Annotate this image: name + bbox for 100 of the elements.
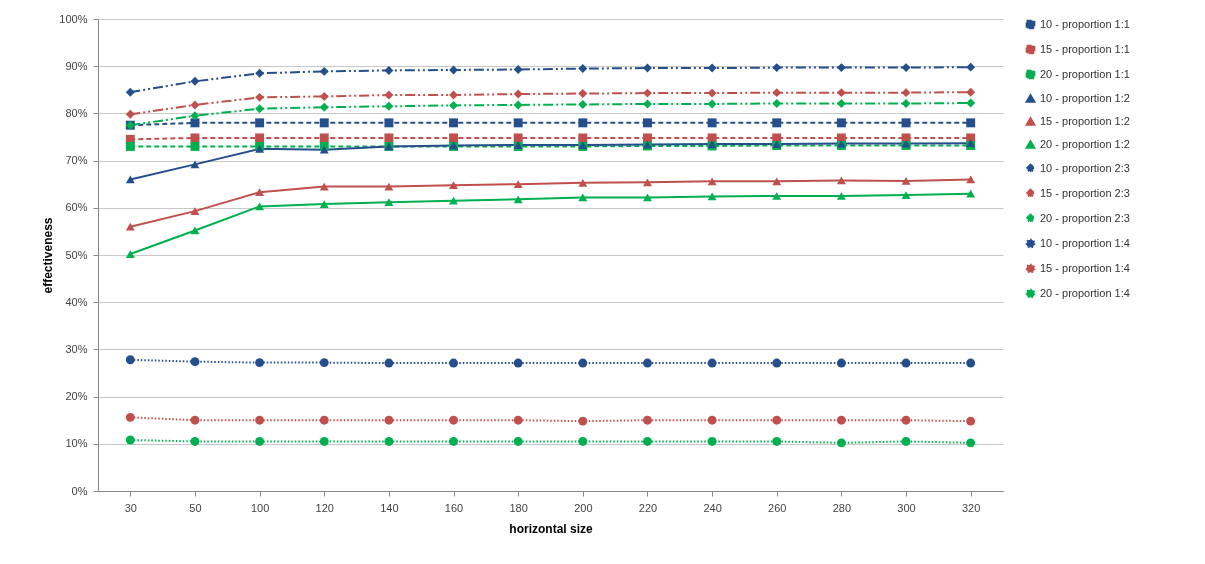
point — [642, 415, 652, 425]
point — [642, 193, 652, 202]
point — [319, 200, 329, 208]
x-tick-label: 120 — [315, 501, 334, 514]
legend-label: 20 - proportion 1:4 — [1040, 286, 1130, 299]
point — [125, 250, 135, 258]
point — [578, 193, 588, 202]
point — [578, 178, 588, 187]
point — [125, 412, 135, 422]
point — [901, 436, 911, 446]
point — [966, 118, 976, 128]
x-axis-title: horizontal size — [509, 521, 593, 536]
point — [384, 436, 394, 446]
point — [125, 109, 135, 119]
point — [513, 118, 523, 128]
point — [901, 358, 911, 368]
point — [578, 358, 588, 368]
point — [125, 87, 135, 97]
point — [384, 90, 394, 100]
point — [384, 198, 394, 207]
point — [125, 355, 135, 365]
x-tick-label: 200 — [574, 501, 593, 514]
y-tick-label: 70% — [65, 154, 88, 167]
point — [578, 416, 588, 426]
point — [642, 118, 652, 128]
point — [384, 65, 394, 75]
point — [513, 358, 523, 368]
point — [578, 436, 588, 446]
legend-label: 20 - proportion 1:1 — [1040, 67, 1130, 80]
point — [190, 415, 200, 425]
point — [319, 436, 329, 446]
point — [190, 436, 200, 446]
point — [578, 64, 588, 74]
legend-label: 20 - proportion 2:3 — [1040, 211, 1130, 224]
point — [255, 358, 265, 368]
point — [319, 145, 329, 154]
y-tick-label: 30% — [65, 342, 88, 355]
y-tick-label: 100% — [59, 12, 88, 25]
point — [319, 118, 329, 128]
point — [966, 189, 976, 198]
point — [255, 118, 265, 128]
x-tick-label: 320 — [962, 501, 981, 514]
point — [772, 436, 782, 446]
x-tick-label: 180 — [509, 501, 528, 514]
point — [836, 118, 846, 128]
point — [578, 89, 588, 99]
x-tick-label: 100 — [250, 501, 270, 514]
point — [449, 133, 459, 143]
point — [836, 88, 846, 98]
x-tick-label: 300 — [897, 501, 916, 514]
point — [190, 357, 200, 367]
point — [707, 99, 717, 109]
point — [836, 192, 846, 200]
legend-label: 10 - proportion 2:3 — [1040, 161, 1130, 174]
y-tick-label: 40% — [65, 295, 88, 308]
x-tick-label: 50 — [189, 501, 202, 514]
point — [449, 415, 459, 425]
point — [255, 436, 265, 446]
point — [901, 191, 911, 199]
y-axis-title: effectiveness — [41, 217, 56, 294]
point — [642, 436, 652, 446]
point — [513, 415, 523, 425]
point — [772, 192, 782, 200]
point — [319, 358, 329, 368]
x-tick-label: 260 — [768, 501, 787, 514]
y-tick-label: 90% — [65, 59, 88, 72]
point — [255, 415, 265, 425]
legend-label: 20 - proportion 1:2 — [1040, 137, 1130, 150]
point — [836, 358, 846, 368]
point — [642, 358, 652, 368]
point — [190, 100, 200, 110]
point — [707, 358, 717, 368]
point — [513, 65, 523, 74]
legend-label: 15 - proportion 1:2 — [1040, 114, 1130, 127]
point — [125, 141, 135, 151]
point — [966, 358, 976, 368]
point — [836, 415, 846, 425]
point — [836, 176, 846, 185]
y-tick-label: 20% — [65, 390, 88, 403]
point — [255, 188, 265, 197]
legend-label: 15 - proportion 2:3 — [1040, 186, 1130, 199]
point — [319, 102, 329, 112]
point — [901, 118, 911, 128]
legend-label: 10 - proportion 1:4 — [1040, 236, 1130, 249]
point — [836, 99, 846, 108]
point — [125, 222, 135, 231]
y-tick-label: 50% — [65, 248, 88, 261]
point — [513, 100, 523, 110]
point — [707, 88, 717, 98]
point — [966, 98, 976, 108]
point — [513, 195, 523, 204]
x-tick-label: 280 — [832, 501, 852, 514]
legend-label: 10 - proportion 1:1 — [1040, 17, 1130, 30]
point — [449, 100, 459, 110]
point — [772, 415, 782, 425]
point — [772, 177, 782, 186]
y-tick-label: 0% — [71, 484, 88, 497]
point — [901, 177, 911, 185]
point — [449, 436, 459, 446]
point — [319, 66, 329, 76]
